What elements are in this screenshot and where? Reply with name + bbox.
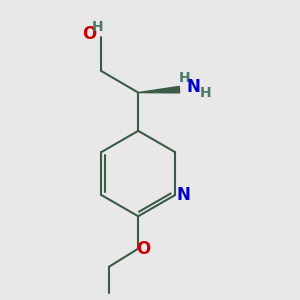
Text: N: N: [177, 186, 191, 204]
Text: H: H: [200, 85, 212, 100]
Text: N: N: [186, 78, 200, 96]
Text: O: O: [82, 25, 96, 43]
Text: H: H: [92, 20, 104, 34]
Text: H: H: [179, 71, 190, 85]
Text: O: O: [136, 240, 151, 258]
Polygon shape: [138, 86, 180, 93]
